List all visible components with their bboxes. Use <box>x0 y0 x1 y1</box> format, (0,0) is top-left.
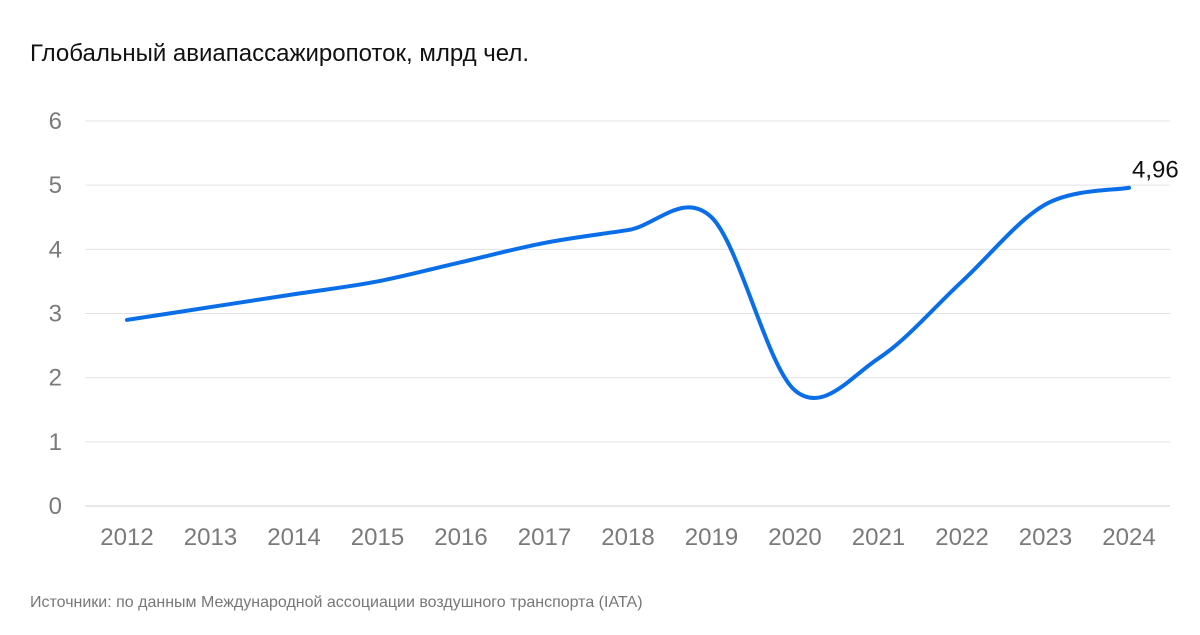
y-tick-label: 5 <box>49 172 62 199</box>
x-tick-label: 2024 <box>1102 524 1155 551</box>
y-tick-label: 6 <box>49 108 62 135</box>
data-point-2019 <box>710 215 714 219</box>
data-point-2020 <box>793 389 797 393</box>
data-point-2023 <box>1044 202 1048 206</box>
x-tick-label: 2023 <box>1019 524 1072 551</box>
x-tick-label: 2021 <box>852 524 905 551</box>
y-tick-label: 2 <box>49 365 62 392</box>
y-axis-ticks: 0 1 2 3 4 5 6 <box>49 108 62 520</box>
data-point-2017 <box>543 241 547 245</box>
data-point-2016 <box>459 260 463 264</box>
x-tick-label: 2019 <box>685 524 738 551</box>
series-line <box>125 185 1131 400</box>
x-tick-label: 2018 <box>601 524 654 551</box>
data-point-2024 <box>1127 186 1131 190</box>
x-tick-label: 2015 <box>351 524 404 551</box>
x-tick-label: 2016 <box>434 524 487 551</box>
x-tick-label: 2017 <box>518 524 571 551</box>
gridlines <box>85 120 1170 507</box>
y-tick-label: 3 <box>49 301 62 328</box>
data-point-2015 <box>376 279 380 283</box>
annotations: 4,96 <box>1132 157 1179 184</box>
x-tick-label: 2013 <box>184 524 237 551</box>
source-note: Источники: по данным Международной ассоц… <box>30 594 643 611</box>
x-axis-ticks: 2012 2013 2014 2015 2016 2017 2018 2019 2020 2021… <box>100 524 1155 551</box>
x-tick-label: 2022 <box>935 524 988 551</box>
data-point-2013 <box>209 305 213 309</box>
x-tick-label: 2012 <box>100 524 153 551</box>
data-label-2024: 4,96 <box>1132 157 1179 184</box>
data-point-2012 <box>125 318 129 322</box>
chart-title: Глобальный авиапассажиропоток, млрд чел. <box>30 40 530 67</box>
y-tick-label: 0 <box>49 493 62 520</box>
y-tick-label: 4 <box>49 236 62 263</box>
series-layer <box>125 185 1131 400</box>
data-point-2018 <box>626 228 630 232</box>
data-point-2014 <box>292 292 296 296</box>
data-point-2022 <box>960 279 964 283</box>
y-tick-label: 1 <box>49 429 62 456</box>
x-tick-label: 2014 <box>267 524 320 551</box>
data-point-2021 <box>877 356 881 360</box>
x-tick-label: 2020 <box>768 524 821 551</box>
